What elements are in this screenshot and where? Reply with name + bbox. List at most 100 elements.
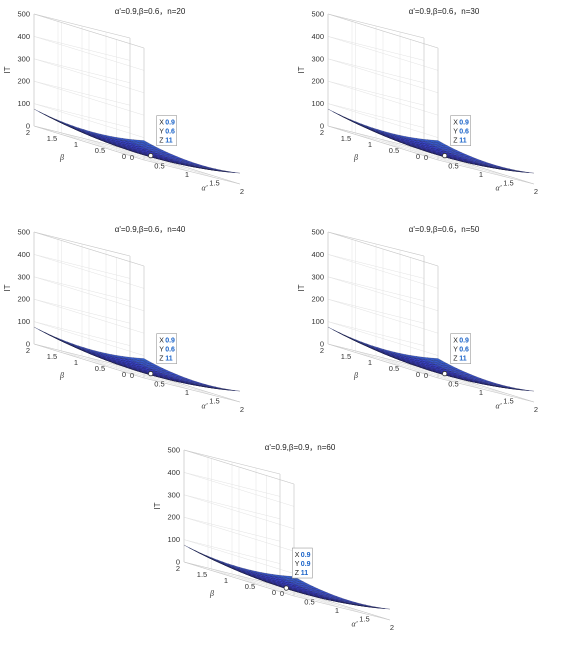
x-tick-label: 0.5 <box>448 380 458 389</box>
surface-mesh <box>327 326 535 392</box>
datatip-value: 0.9 <box>301 552 311 559</box>
x-tick-label: 1 <box>479 170 483 179</box>
axes-group <box>327 13 535 185</box>
z-tick-label: 200 <box>311 77 324 86</box>
z-axis-label: IT <box>153 502 162 509</box>
datatip-value: 0.6 <box>165 347 175 354</box>
axis-frame <box>183 561 281 587</box>
z-axis-label: IT <box>297 66 306 73</box>
datatip-box <box>156 115 177 146</box>
datatip-value: 11 <box>165 138 173 145</box>
x-axis-label: α' <box>352 620 358 629</box>
datatip-box <box>450 333 471 364</box>
y-tick-label: 2 <box>320 346 324 355</box>
axis-frame <box>143 159 241 185</box>
z-tick-label: 500 <box>311 10 324 19</box>
surface-plot-svg: α'=0.9,β=0.6，n=20 010020030040050000.511… <box>3 7 244 196</box>
x-tick-label: 1 <box>479 388 483 397</box>
chart-title: α'=0.9,β=0.6，n=50 <box>409 225 480 234</box>
y-tick-label: 1.5 <box>341 134 351 143</box>
datatip-key: Y <box>453 129 458 136</box>
axis-frame <box>327 343 425 369</box>
surface-plot-3: α'=0.9,β=0.6，n=40 0 100 200 300 400 500 0 0.5 1 1… <box>0 218 270 428</box>
surface-patch <box>379 607 391 610</box>
z-tick-label: 300 <box>311 54 324 63</box>
y-tick-label: 1 <box>74 140 78 149</box>
z-tick-label: 300 <box>311 272 324 281</box>
z-tick-label: 500 <box>311 228 324 237</box>
surface-plot-svg: α'=0.9,β=0.6，n=50 010020030040050000.511… <box>297 225 538 414</box>
z-tick-label: 500 <box>17 228 30 237</box>
z-tick-label: 200 <box>17 77 30 86</box>
x-tick-label: 0.5 <box>304 598 314 607</box>
gridline <box>266 587 363 612</box>
datatip-value: 11 <box>459 356 467 363</box>
axis-frame <box>33 125 145 161</box>
datatip-key: X <box>453 338 458 345</box>
gridline <box>81 137 193 173</box>
surface-plot-4: α'=0.9,β=0.6，n=50 0 100 200 300 400 500 0 0.5 1 1… <box>294 218 564 428</box>
axis-frame <box>143 377 241 403</box>
z-tick-label: 300 <box>167 490 180 499</box>
axis-frame <box>33 13 131 39</box>
gridline <box>410 369 507 394</box>
axis-frame <box>183 449 281 475</box>
axis-frame <box>293 595 391 621</box>
datatip-key: X <box>159 120 164 127</box>
y-axis-label: β <box>209 589 214 598</box>
x-tick-label: 1.5 <box>209 397 219 406</box>
y-tick-label: 0.5 <box>245 582 255 591</box>
x-tick-label: 0 <box>130 371 134 380</box>
axis-frame <box>33 343 145 379</box>
x-tick-label: 0.5 <box>154 380 164 389</box>
z-tick-label: 400 <box>311 32 324 41</box>
axis-frame <box>183 561 295 597</box>
axis-frame <box>327 13 439 49</box>
y-tick-label: 2 <box>320 128 324 137</box>
datatip-value: 11 <box>301 570 309 577</box>
surface-patch <box>523 171 535 174</box>
z-tick-label: 100 <box>311 99 324 108</box>
datatip-key: Y <box>159 347 164 354</box>
gridline <box>116 151 213 176</box>
datatip-marker <box>283 585 289 591</box>
datatip-box <box>292 547 313 579</box>
surface-mesh <box>183 544 391 610</box>
z-axis-label: IT <box>297 284 306 291</box>
z-tick-label: 300 <box>17 54 30 63</box>
axis-frame <box>33 231 131 257</box>
datatip-key: X <box>159 338 164 345</box>
x-tick-label: 2 <box>240 187 244 196</box>
axis-frame <box>183 449 295 485</box>
y-tick-label: 2 <box>26 346 30 355</box>
z-tick-label: 100 <box>167 535 180 544</box>
axis-frame <box>327 125 439 161</box>
gridline <box>410 151 507 176</box>
axis-frame <box>327 13 425 39</box>
chart-title: α'=0.9,β=0.9，n=60 <box>265 443 336 452</box>
z-tick-label: 200 <box>17 295 30 304</box>
x-tick-label: 1.5 <box>359 615 369 624</box>
y-tick-label: 0.5 <box>95 146 105 155</box>
x-tick-label: 1 <box>335 606 339 615</box>
datatip-value: 0.9 <box>165 338 175 345</box>
axes-group <box>33 231 241 403</box>
datatip-key: Z <box>453 356 458 363</box>
surface-mesh <box>33 326 241 392</box>
z-tick-label: 400 <box>17 32 30 41</box>
x-axis-label: α' <box>202 184 208 193</box>
datatip-marker <box>442 371 448 377</box>
datatip-value: 0.6 <box>459 347 469 354</box>
y-tick-label: 1 <box>368 140 372 149</box>
datatip-value: 11 <box>459 138 467 145</box>
x-tick-label: 1 <box>185 170 189 179</box>
surface-plot-1: α'=0.9,β=0.6，n=20 0 100 200 300 400 500 0 0.5 1 1… <box>0 0 270 210</box>
axis-frame <box>33 125 131 151</box>
surface-patch <box>523 389 535 392</box>
z-tick-label: 500 <box>167 446 180 455</box>
y-tick-label: 0 <box>416 370 420 379</box>
x-tick-label: 2 <box>240 405 244 414</box>
z-tick-label: 0 <box>320 122 324 131</box>
x-tick-label: 0 <box>424 371 428 380</box>
gridline <box>116 369 213 394</box>
